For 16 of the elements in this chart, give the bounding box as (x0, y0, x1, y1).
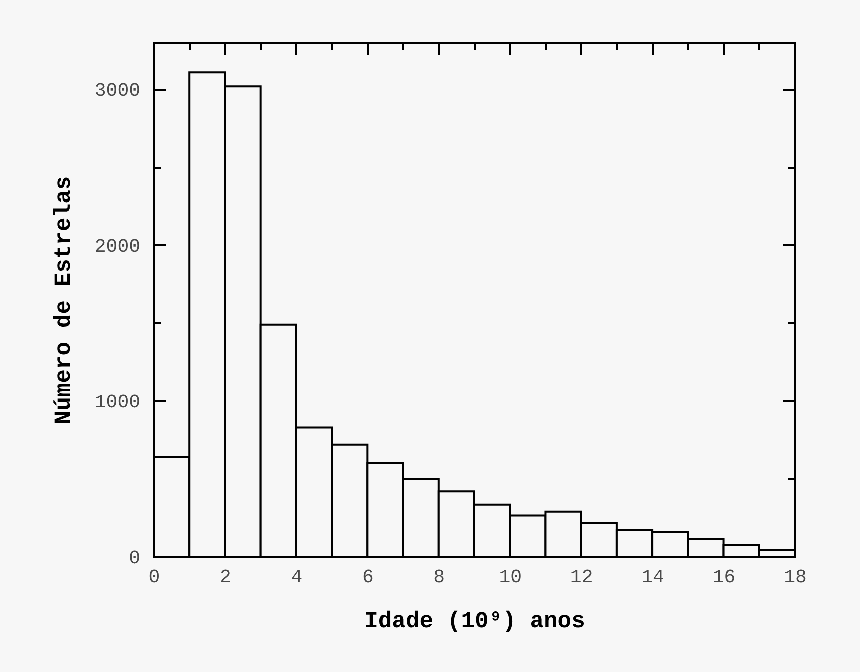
x-tick-label: 16 (712, 566, 736, 588)
x-tick-label: 0 (148, 566, 160, 588)
x-tick-label: 14 (642, 566, 664, 588)
y-tick-label: 1000 (94, 392, 140, 414)
x-tick-label: 12 (570, 566, 594, 588)
x-tick-label: 2 (220, 566, 232, 588)
x-tick-label: 4 (291, 566, 303, 588)
x-axis-title: Idade (10⁹) anos (364, 608, 586, 634)
x-tick-label: 8 (434, 566, 446, 588)
y-axis-title: Número de Estrelas (50, 176, 77, 425)
x-tick-label: 6 (362, 566, 374, 588)
y-tick-label: 2000 (94, 236, 140, 258)
x-tick-label: 10 (499, 566, 522, 588)
y-tick-label: 0 (129, 548, 140, 570)
x-tick-label: 18 (784, 566, 807, 588)
y-tick-label: 3000 (94, 80, 140, 102)
